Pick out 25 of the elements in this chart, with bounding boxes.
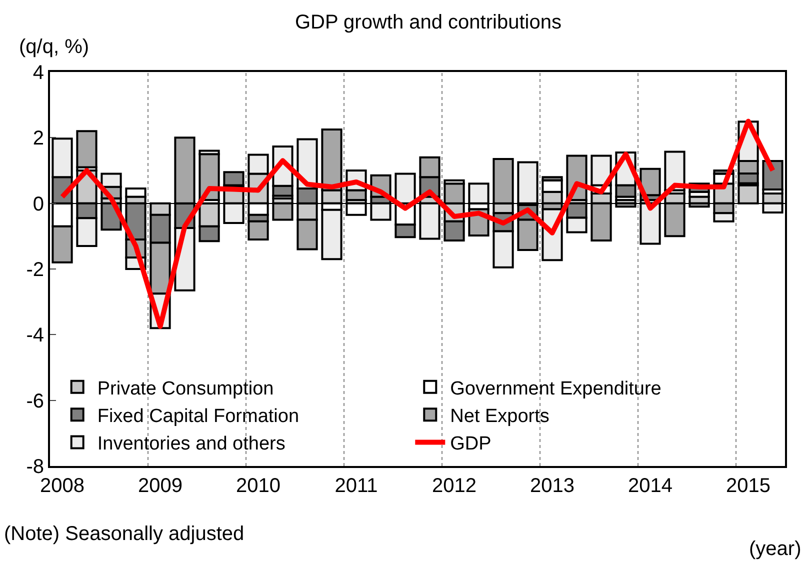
y-tick-label: 0 (32, 193, 44, 216)
x-tick-label: 2013 (530, 475, 574, 497)
legend-label: Private Consumption (97, 378, 274, 400)
y-tick-label: -2 (26, 259, 44, 281)
x-tick-label: 2012 (432, 475, 476, 497)
x-tick-label: 2014 (628, 475, 672, 497)
y-tick-label: -6 (26, 390, 44, 412)
y-tick-label: -4 (26, 324, 44, 347)
chart-title: GDP growth and contributions (295, 11, 562, 34)
x-axis-title: (year) (749, 538, 802, 560)
legend-label: Government Expenditure (450, 378, 662, 400)
x-tick-label: 2009 (138, 475, 182, 497)
legend-label: Fixed Capital Formation (97, 406, 300, 428)
y-tick-label: 2 (32, 128, 44, 150)
legend-label: Net Exports (450, 406, 550, 428)
y-tick-label: -8 (26, 456, 44, 478)
x-tick-label: 2011 (334, 475, 378, 497)
legend-label: GDP (450, 434, 492, 455)
x-tick-label: 2015 (726, 475, 770, 497)
y-axis-title: (q/q, %) (19, 36, 90, 58)
x-tick-label: 2008 (40, 475, 84, 497)
text: (Note) Seasonally adjusted (4, 523, 244, 545)
x-tick-label: 2010 (236, 475, 280, 497)
y-tick-label: 4 (32, 62, 44, 84)
legend-label: Inventories and others (97, 434, 286, 455)
